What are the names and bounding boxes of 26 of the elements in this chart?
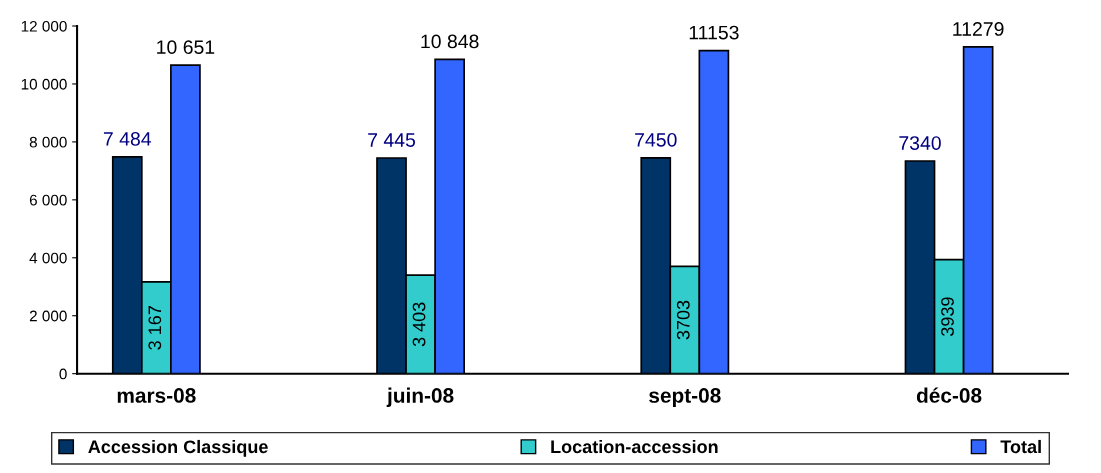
y-tick-label: 2 000 <box>29 310 67 322</box>
data-label: 11279 <box>953 22 1004 36</box>
x-tick-label: juin-08 <box>386 387 454 407</box>
data-label: 3 167 <box>148 306 162 350</box>
y-tick-label: 8 000 <box>29 136 67 148</box>
x-tick-label: sept-08 <box>649 388 721 407</box>
data-label: 3703 <box>676 300 690 340</box>
data-label: 10 848 <box>421 34 479 49</box>
data-label: 7450 <box>635 132 677 147</box>
legend-label: Location-accession <box>551 439 718 454</box>
legend-label: Total <box>1000 439 1041 454</box>
data-label: 10 651 <box>157 40 215 55</box>
y-tick-label: 10 000 <box>21 78 67 90</box>
legend-label: Accession Classique <box>88 439 268 457</box>
x-tick-label: mars-08 <box>117 388 196 403</box>
y-tick-label: 4 000 <box>29 252 67 264</box>
data-label: 11153 <box>689 25 739 40</box>
y-tick-label: 6 000 <box>29 194 67 206</box>
data-label: 3 403 <box>412 302 426 347</box>
y-tick-label: 0 <box>59 368 67 380</box>
data-label: 7340 <box>899 136 941 150</box>
data-label: 7 484 <box>103 131 152 146</box>
data-label: 3939 <box>941 297 954 336</box>
y-tick-label: 12 000 <box>21 20 67 32</box>
data-label: 7 445 <box>368 133 416 147</box>
x-tick-label: déc-08 <box>916 387 982 403</box>
